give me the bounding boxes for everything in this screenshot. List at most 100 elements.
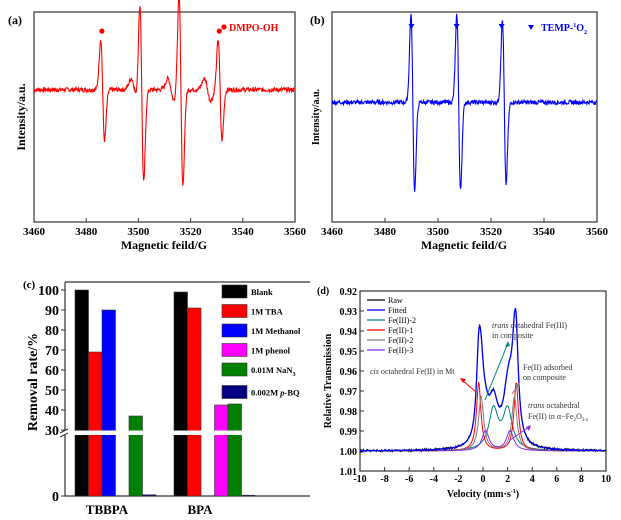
arrow-head-trans-fe2 bbox=[526, 425, 531, 431]
legend-sub: 3 bbox=[293, 372, 296, 378]
bar-bpa-1 bbox=[187, 307, 202, 497]
legend-text: Blank bbox=[251, 287, 273, 297]
x-tick-label: 3460 bbox=[23, 226, 46, 238]
y-tick-label: 1.00 bbox=[340, 447, 358, 458]
bar-bpa-5 bbox=[241, 494, 256, 497]
panel-c-bars bbox=[59, 289, 310, 497]
panel-c-legend: Blank 1M TBA 1M Methanol 1M phenol 0.01M NaN… bbox=[221, 284, 301, 399]
bar-bpa-0 bbox=[173, 291, 188, 497]
legend-tail: -BQ bbox=[285, 388, 301, 398]
y-tick-label: 1.01 bbox=[340, 467, 358, 478]
panel-b-y-label: Intensity/a.u. bbox=[311, 88, 322, 145]
annotation-trans-fe2: trans octahedral bbox=[528, 401, 581, 410]
panel-d-y-ticks: 0.92 0.93 0.94 0.95 0.96 0.97 0.98 0.99 1.00 1.01 bbox=[340, 287, 364, 478]
y-tick-label: 50 bbox=[45, 384, 59, 399]
y-tick-label: 0 bbox=[52, 490, 59, 505]
x-tick-label: 3520 bbox=[480, 226, 503, 238]
annotation-fe2-adsorbed: Fe(II) adsorbed bbox=[523, 363, 573, 372]
legend-label-5: Fe(II)-3 bbox=[388, 346, 413, 355]
peak-marker-triangle bbox=[453, 24, 460, 29]
panel-d-x-label: Velocity (mm·s-1) bbox=[447, 489, 519, 500]
arrow-head-trans-fe3 bbox=[505, 341, 510, 347]
legend-label-0: Blank bbox=[251, 287, 273, 297]
category-label-tbbpa: TBBPA bbox=[86, 502, 129, 517]
y-tick-label: 0.97 bbox=[340, 387, 358, 398]
y-tick-label: 60 bbox=[45, 364, 59, 379]
panel-b: (b) 3460 3480 3500 3520 3540 3560 TEMP-1O2 Ma… bbox=[310, 11, 609, 252]
bar-tbbpa-2 bbox=[101, 309, 116, 497]
y-tick-label: 0.95 bbox=[340, 347, 358, 358]
arrow-head-cis-fe2 bbox=[460, 378, 466, 383]
annotation-trans-fe3: trans octahedral Fe(III) bbox=[492, 321, 567, 330]
peak-marker-circle bbox=[99, 28, 105, 34]
y-tick-label: 30 bbox=[45, 424, 59, 439]
bar-tbbpa-4 bbox=[128, 415, 143, 497]
bar-tbbpa-5 bbox=[142, 494, 157, 497]
y-tick-label: 0.99 bbox=[340, 427, 358, 438]
panel-b-x-ticks: 3460 3480 3500 3520 3540 3560 bbox=[321, 218, 609, 238]
arrow-cis-fe2 bbox=[461, 379, 477, 393]
panel-a-frame bbox=[33, 11, 296, 223]
panel-b-x-label: Magnetic feild/G bbox=[421, 238, 507, 252]
y-tick-label: 0.94 bbox=[340, 327, 358, 338]
x-tick-label: -2 bbox=[454, 474, 462, 485]
arrow-head-fe2-adsorbed bbox=[515, 382, 520, 388]
y-tick-label: 0.98 bbox=[340, 407, 358, 418]
legend-swatch-3 bbox=[221, 343, 248, 357]
y-tick-label: 40 bbox=[45, 404, 59, 419]
panel-b-label: (b) bbox=[310, 13, 325, 27]
bar-tbbpa-1 bbox=[88, 351, 103, 497]
y-tick-label: 70 bbox=[45, 344, 59, 359]
panel-a-legend-label: DMPO-OH bbox=[229, 23, 279, 34]
legend-label-2: Fe(III)-2 bbox=[388, 316, 416, 325]
x-tick-label: 6 bbox=[554, 474, 559, 485]
y-tick-label: 0.93 bbox=[340, 307, 358, 318]
panel-a-label: (a) bbox=[8, 13, 22, 27]
legend-text: 0.01M NaN bbox=[251, 365, 293, 375]
panel-a-y-label: Intensity/a.u. bbox=[14, 83, 28, 150]
legend-label-2: 1M Methanol bbox=[251, 326, 301, 336]
y-tick-label: 80 bbox=[45, 324, 59, 339]
x-tick-label: 3560 bbox=[284, 226, 307, 238]
panel-d-y-label: Relative Transmission bbox=[323, 333, 334, 428]
x-tick-label: 3460 bbox=[321, 226, 344, 238]
x-tick-label: 8 bbox=[579, 474, 584, 485]
y-tick-label: 0.96 bbox=[340, 367, 358, 378]
x-tick-label: 2 bbox=[505, 474, 510, 485]
panel-d: (d) 0.92 0.93 0.94 0.95 0.96 0.97 0.98 0.99 1.00… bbox=[317, 286, 611, 500]
legend-label-1: 1M TBA bbox=[251, 307, 284, 317]
legend-label-3: 1M phenol bbox=[251, 346, 291, 356]
panel-b-legend-marker bbox=[528, 25, 534, 30]
legend-label-0: Raw bbox=[388, 296, 403, 305]
arrow-trans-fe3 bbox=[484, 342, 509, 401]
panel-d-series bbox=[359, 307, 607, 454]
legend-text: 1M Methanol bbox=[251, 326, 301, 336]
panel-a-series-line bbox=[33, 0, 296, 186]
panel-d-annotations: trans octahedral Fe(III) in composite Fe… bbox=[370, 321, 589, 441]
annotation-trans-fe3-line2: in composite bbox=[492, 331, 534, 340]
annotation-trans-fe2-line2: Fe(II) in α−Fe2O3-x bbox=[528, 412, 589, 423]
panel-a-x-ticks: 3460 3480 3500 3520 3540 3560 bbox=[23, 218, 307, 238]
y-tick-label: 0.92 bbox=[340, 287, 358, 298]
y-tick-label: 90 bbox=[45, 304, 59, 319]
category-label-bpa: BPA bbox=[187, 502, 213, 517]
panel-b-frame bbox=[331, 11, 598, 223]
axis-break-mark bbox=[59, 428, 69, 438]
x-tick-label: 3560 bbox=[586, 226, 609, 238]
legend-label-3: Fe(II)-1 bbox=[388, 326, 413, 335]
x-tick-label: 0 bbox=[481, 474, 486, 485]
panel-d-legend: RawFittedFe(III)-2Fe(II)-1Fe(II)-2Fe(II)… bbox=[367, 296, 416, 355]
legend-text: 1M phenol bbox=[251, 346, 291, 356]
peak-marker-circle bbox=[216, 28, 222, 34]
legend-label-4: 0.01M NaN3 bbox=[251, 365, 296, 378]
x-tick-label: 3540 bbox=[533, 226, 556, 238]
legend-swatch-2 bbox=[221, 323, 248, 338]
panel-c-label: (c) bbox=[23, 279, 36, 291]
panel-c: (c) 0 30 40 50 60 70 80 90 100 TBBPA BPA Blank 1M … bbox=[23, 279, 310, 517]
panel-b-legend-label: TEMP-1O2 bbox=[541, 23, 587, 36]
panel-c-y-label: Removal rate/% bbox=[26, 333, 41, 431]
x-tick-label: -4 bbox=[430, 474, 438, 485]
series-line-fitted bbox=[360, 308, 606, 452]
peak-marker-triangle bbox=[498, 24, 505, 29]
